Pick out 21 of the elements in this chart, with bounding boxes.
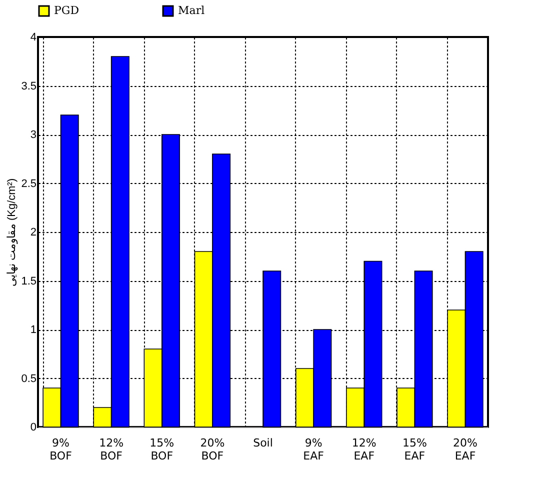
y-tick-label: 3.5: [21, 80, 36, 92]
y-tick-label: 3: [30, 129, 36, 141]
x-tick-label: 20% EAF: [453, 436, 478, 462]
y-tick-label: 0.5: [21, 372, 36, 385]
x-tick-label: 9% EAF: [303, 436, 324, 462]
y-tick-label: 0: [30, 422, 36, 434]
y-tick-label: 2.5: [21, 178, 36, 190]
x-tick-label: 9% BOF: [50, 436, 72, 462]
y-tick-label: 2: [30, 226, 36, 238]
x-tick-label: 15% EAF: [402, 436, 427, 462]
x-tick-label: 12% EAF: [352, 436, 376, 462]
x-tick-label: Soil: [253, 436, 273, 450]
y-tick-label: 1.5: [21, 275, 36, 288]
legend-label: Marl: [178, 4, 206, 17]
y-tick-label: 1: [30, 324, 36, 336]
x-tick-label: 20% BOF: [200, 436, 225, 462]
x-tick-label: 15% BOF: [150, 436, 174, 462]
legend-label: PGD: [54, 4, 80, 17]
x-tick-label: 12% BOF: [99, 436, 124, 462]
y-tick-label: 4: [30, 32, 36, 44]
y-axis-title: مقاومت نهایی (Kg/cm²): [6, 178, 18, 287]
